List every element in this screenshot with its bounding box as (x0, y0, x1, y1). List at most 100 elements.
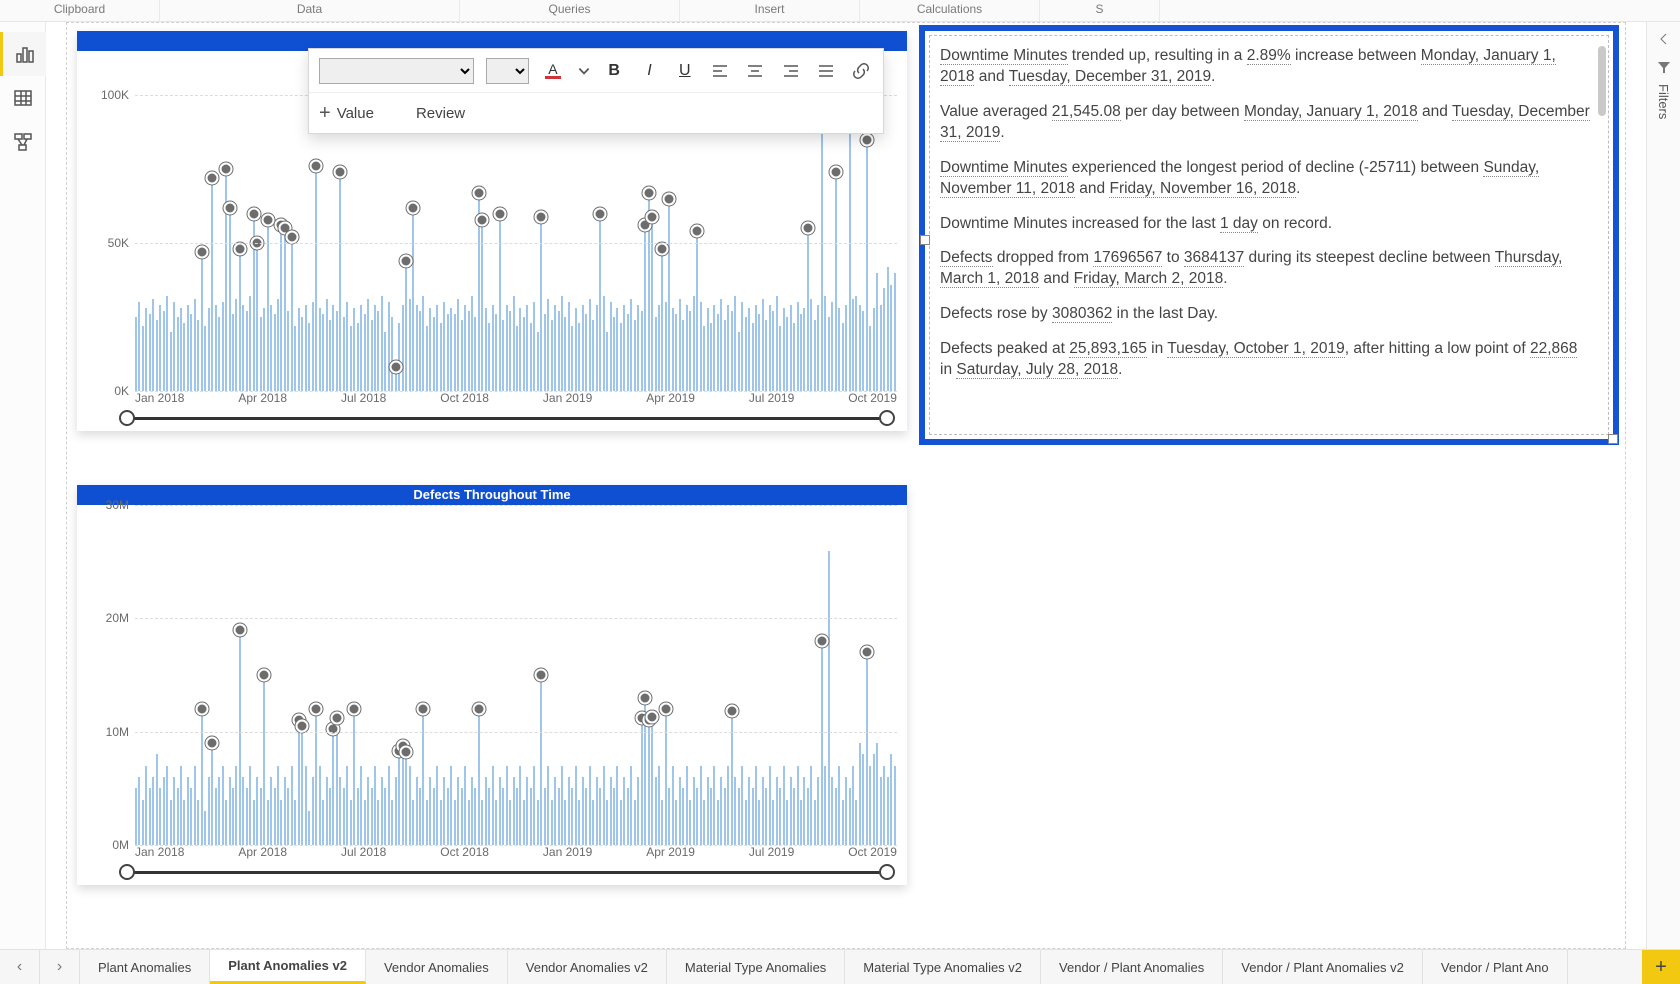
tabs-prev-button[interactable]: ‹ (0, 950, 40, 984)
anomaly-marker[interactable] (220, 163, 233, 176)
smart-narrative-visual[interactable]: Downtime Minutes trended up, resulting i… (919, 25, 1619, 445)
filters-pane-collapsed[interactable]: Filters (1646, 22, 1680, 949)
anomaly-marker[interactable] (663, 192, 676, 205)
report-view-button[interactable] (0, 32, 46, 76)
add-page-button[interactable]: + (1642, 950, 1680, 984)
chart-bar (637, 305, 639, 391)
anomaly-marker[interactable] (195, 703, 208, 716)
underline-button[interactable]: U (673, 59, 696, 83)
justify-button[interactable] (814, 59, 837, 83)
chart2-range-slider[interactable] (127, 865, 887, 879)
anomaly-marker[interactable] (310, 703, 323, 716)
anomaly-marker[interactable] (646, 210, 659, 223)
slider-thumb-right[interactable] (879, 864, 895, 880)
font-color-button[interactable]: A (541, 59, 564, 83)
anomaly-marker[interactable] (233, 623, 246, 636)
anomaly-marker[interactable] (493, 207, 506, 220)
chart-bar (793, 788, 795, 845)
anomaly-marker[interactable] (472, 703, 485, 716)
anomaly-marker[interactable] (417, 703, 430, 716)
anomaly-marker[interactable] (535, 210, 548, 223)
anomaly-marker[interactable] (223, 201, 236, 214)
data-view-button[interactable] (0, 76, 46, 120)
page-tab[interactable]: Material Type Anomalies (667, 950, 845, 984)
anomaly-marker[interactable] (646, 710, 659, 723)
anomaly-marker[interactable] (535, 669, 548, 682)
review-button[interactable]: Review (392, 104, 465, 122)
anomaly-marker[interactable] (285, 231, 298, 244)
anomaly-marker[interactable] (258, 669, 271, 682)
page-tab[interactable]: Plant Anomalies (80, 950, 210, 984)
chart-bar (616, 308, 618, 391)
narrative-text[interactable]: Downtime Minutes trended up, resulting i… (929, 35, 1609, 435)
anomaly-marker[interactable] (642, 186, 655, 199)
page-tab[interactable]: Vendor / Plant Anomalies (1041, 950, 1223, 984)
model-view-button[interactable] (0, 120, 46, 164)
anomaly-marker[interactable] (815, 635, 828, 648)
selection-handle[interactable] (920, 235, 930, 245)
anomaly-marker[interactable] (407, 201, 420, 214)
bold-button[interactable]: B (603, 59, 626, 83)
align-center-button[interactable] (744, 59, 767, 83)
align-left-button[interactable] (708, 59, 731, 83)
chart-bar (890, 285, 892, 391)
add-value-button[interactable]: + Value (319, 102, 374, 125)
anomaly-marker[interactable] (829, 166, 842, 179)
slider-thumb-left[interactable] (119, 410, 135, 426)
anomaly-marker[interactable] (389, 361, 402, 374)
anomaly-marker[interactable] (334, 166, 347, 179)
page-tab[interactable]: Material Type Anomalies v2 (845, 950, 1041, 984)
anomaly-marker[interactable] (594, 207, 607, 220)
anomaly-marker[interactable] (206, 737, 219, 750)
anomaly-marker[interactable] (348, 703, 361, 716)
chart-bar (672, 308, 674, 391)
anomaly-marker[interactable] (195, 246, 208, 259)
anomaly-marker[interactable] (639, 691, 652, 704)
page-tab[interactable]: Vendor Anomalies (366, 950, 508, 984)
anomaly-marker[interactable] (330, 712, 343, 725)
anomaly-marker[interactable] (725, 705, 738, 718)
italic-button[interactable]: I (638, 59, 661, 83)
page-tab[interactable]: Vendor / Plant Ano (1423, 950, 1568, 984)
anomaly-marker[interactable] (247, 207, 260, 220)
link-button[interactable] (850, 59, 873, 83)
align-right-button[interactable] (779, 59, 802, 83)
anomaly-marker[interactable] (310, 160, 323, 173)
font-size-select[interactable] (486, 58, 529, 84)
anomaly-marker[interactable] (261, 213, 274, 226)
page-tab[interactable]: Vendor Anomalies v2 (508, 950, 667, 984)
report-canvas[interactable]: 0K50K100K Jan 2018Apr 2018Jul 2018Oct 20… (46, 22, 1646, 949)
defects-chart-card[interactable]: Defects Throughout Time 0M10M20M30M Jan … (77, 485, 907, 885)
anomaly-marker[interactable] (206, 172, 219, 185)
chart-bar (253, 800, 255, 845)
scrollbar-thumb[interactable] (1598, 46, 1606, 116)
tabs-next-button[interactable]: › (40, 950, 80, 984)
left-view-rail (0, 22, 46, 984)
anomaly-marker[interactable] (400, 254, 413, 267)
font-family-select[interactable] (319, 58, 474, 84)
anomaly-marker[interactable] (801, 222, 814, 235)
anomaly-marker[interactable] (296, 720, 309, 733)
anomaly-marker[interactable] (233, 243, 246, 256)
selection-handle[interactable] (1608, 434, 1618, 444)
chart-bar (332, 729, 334, 845)
anomaly-marker[interactable] (691, 225, 704, 238)
page-tab[interactable]: Vendor / Plant Anomalies v2 (1223, 950, 1423, 984)
anomaly-marker[interactable] (472, 186, 485, 199)
anomaly-marker[interactable] (656, 243, 669, 256)
anomaly-marker[interactable] (327, 723, 340, 736)
slider-thumb-right[interactable] (879, 410, 895, 426)
anomaly-marker[interactable] (476, 213, 489, 226)
font-color-dropdown[interactable] (577, 59, 591, 83)
anomaly-marker[interactable] (860, 133, 873, 146)
slider-thumb-left[interactable] (119, 864, 135, 880)
chart-bar (353, 709, 355, 845)
anomaly-marker[interactable] (860, 646, 873, 659)
chart1-range-slider[interactable] (127, 411, 887, 425)
page-tab[interactable]: Plant Anomalies v2 (210, 950, 366, 984)
chart-bar (571, 326, 573, 391)
anomaly-marker[interactable] (659, 703, 672, 716)
anomaly-marker[interactable] (400, 746, 413, 759)
chart-bar (291, 766, 293, 845)
chart-bar (485, 308, 487, 391)
